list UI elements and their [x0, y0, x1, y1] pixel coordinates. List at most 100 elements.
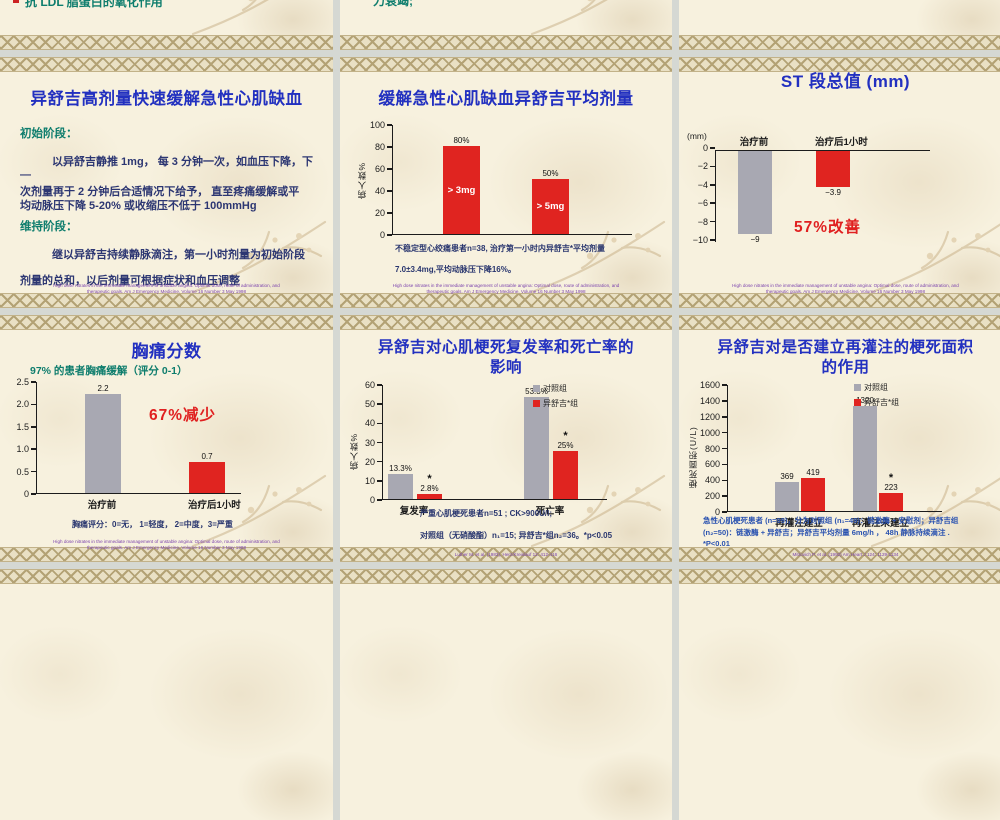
bar-value-label: 50%: [542, 169, 559, 178]
tick-mark: [722, 416, 727, 418]
tick-label: 2.0: [16, 399, 29, 410]
bar: [553, 451, 578, 499]
y-axis: 60 50 40 30 20 10 0: [360, 380, 382, 505]
note-line: 对照组（无硝酸酯）n₁=15; 异舒吉*组n₂=36。*p<0.05: [420, 531, 613, 540]
tick-mark: [387, 212, 392, 214]
slide-border-pattern: [679, 315, 1000, 330]
bar-inner-label: > 3mg: [447, 184, 476, 196]
slide-dosing-protocol[interactable]: 异舒吉高剂量快速缓解急性心肌缺血 初始阶段： 以异舒吉静推 1mg， 每 3 分…: [0, 57, 333, 308]
legend-label: 对照组: [543, 384, 567, 393]
tick-mark: [31, 448, 36, 450]
slide-thumb-partial-2[interactable]: 力衰竭;: [340, 0, 672, 50]
slide-title: 胸痛分数: [131, 342, 202, 361]
tick-mark: [377, 499, 382, 501]
category-label: 再灌注未建立: [852, 518, 910, 529]
slide-infarct-size-chart[interactable]: 异舒吉对是否建立再灌注的梗死面积 的作用 梗死面积(U/L) 1600 1400 12…: [679, 315, 1000, 562]
tick-mark: [710, 184, 715, 186]
tick-mark: [710, 239, 715, 241]
axis-tick: 1000: [700, 428, 727, 438]
slide-title: 异舒吉高剂量快速缓解急性心肌缺血: [30, 90, 303, 108]
slide-border-pattern: [340, 315, 672, 330]
tick-mark: [31, 426, 36, 428]
citation: Luther M. et al. (1983), Herz/Kreislauf …: [454, 551, 558, 557]
tick-label: 40: [374, 186, 385, 196]
tick-label: 1.0: [16, 444, 29, 455]
category-label: 治疗前: [739, 137, 769, 148]
plot-area: 治疗前 治疗后1小时 −9 −3.9 57%改善: [715, 132, 930, 244]
axis-tick: 1600: [700, 380, 727, 390]
axis-tick: 100: [370, 120, 392, 130]
tick-label: 1000: [699, 427, 720, 438]
slide-thumb-partial-6[interactable]: [679, 569, 1000, 820]
slide-thumb-partial-3[interactable]: [679, 0, 1000, 50]
bar-group: 0.7: [189, 382, 225, 493]
partial-text: 力衰竭;: [373, 0, 413, 8]
citation: High dose nitrates in the immediate mana…: [732, 282, 959, 294]
bar-column: 0.7: [189, 382, 225, 493]
body-line: 剂量的总和，以后剂量可根据症状和血压调整: [20, 275, 240, 287]
axis-tick: 20: [375, 208, 392, 218]
bar-chart: 梗死面积(U/L) 1600 1400 1200 1000 800 600 400 200 0 36…: [687, 380, 942, 529]
slide-border-pattern: [0, 315, 333, 330]
axis-tick: −4: [698, 180, 715, 190]
axis-tick: 0: [24, 489, 36, 499]
category-label: 死亡率: [535, 506, 565, 517]
bar-column: 1320: [853, 385, 877, 511]
tick-mark: [31, 403, 36, 406]
slide-st-segment-chart[interactable]: ST 段总值 (mm) (mm) 0 −2 −4 −6 −8 −10 治疗前 治疗后1小时 −9−…: [679, 57, 1000, 308]
tick-mark: [387, 146, 392, 148]
chart: (mm) 0 −2 −4 −6 −8 −10 治疗前 治疗后1小时 −9 −3.9 57%改善: [687, 131, 930, 245]
axis-tick: −6: [698, 198, 715, 208]
chart: 病人数%605040302010013.3%*2.8%53.3%*25%对照组异…: [348, 380, 607, 517]
category-label: 治疗后1小时: [188, 500, 241, 511]
tick-mark: [387, 124, 392, 126]
legend-item: 异舒吉*组: [854, 397, 899, 408]
plot: 2.2 0.7 67%减少: [36, 382, 241, 494]
plot: −9 −3.9 57%改善: [715, 150, 930, 244]
citation: High dose nitrates in the immediate mana…: [392, 282, 620, 294]
tick-label: 80: [374, 142, 385, 152]
slide-reinfarction-mortality-chart[interactable]: 异舒吉对心肌梗死复发率和死亡率的 影响 病人数% 60 50 40 30 20 10 0 13.…: [340, 315, 672, 562]
axis-tick: 1.0: [16, 444, 36, 454]
legend-swatch: [533, 385, 540, 392]
slide-border-pattern: [679, 57, 1000, 72]
bar-column: −9: [738, 151, 772, 244]
category-label: 复发率: [399, 506, 429, 517]
slide-thumb-partial-4[interactable]: [0, 569, 333, 820]
bar: [801, 477, 825, 511]
slide-title: ST 段总值 (mm): [780, 72, 911, 91]
tick-label: 50: [364, 399, 375, 410]
bar-value-label: 369: [780, 471, 794, 481]
tick-label: −10: [692, 235, 708, 245]
tick-label: 1600: [699, 380, 720, 390]
slide-subtitle: 97% 的患者胸痛缓解（评分 0-1）: [30, 365, 188, 377]
body-line: —: [20, 169, 31, 181]
plot-area: 80% > 3mg 50% > 5mg: [392, 125, 632, 235]
category-label: 治疗前: [87, 500, 117, 511]
note-line: 急性心肌梗死患者 (n=99)，分为对照组 (n₁=49)：链激酶 + 安慰剂；…: [703, 516, 959, 525]
legend-swatch: [533, 400, 540, 407]
tick-label: −8: [697, 216, 708, 227]
category-label: 治疗后1小时: [815, 137, 868, 148]
bar-inner-label: > 5mg: [536, 201, 565, 212]
bar-value-label: 25%: [557, 441, 574, 451]
tick-label: 1200: [699, 411, 720, 422]
body-line: 以异舒吉静推 1mg， 每 3 分钟一次，如血压下降，下: [52, 156, 313, 168]
note-line: (n₂=50)：链激酶 + 异舒吉；异舒吉平均剂量 6mg/h ， 48h 静脉…: [703, 527, 950, 537]
tick-mark: [722, 463, 727, 466]
bar-chart: 病人数% 100 80 60 40 20 0 80% > 3mg 50% > 5mg: [356, 120, 632, 240]
bar-column: * 25%: [553, 385, 578, 499]
plum-branch-watermark: [191, 0, 327, 36]
tick-label: 30: [364, 437, 375, 448]
tick-label: 200: [704, 491, 720, 502]
slide-thumb-partial-1[interactable]: 抗 LDL 脂蛋白的氧化作用: [0, 0, 333, 50]
slide-thumb-partial-5[interactable]: [340, 569, 672, 820]
slide-average-dose-chart[interactable]: 缓解急性心肌缺血异舒吉平均剂量 病人数% 100 80 60 40 20 0 80% > 3mg…: [340, 57, 672, 308]
slide-chest-pain-chart[interactable]: 胸痛分数 97% 的患者胸痛缓解（评分 0-1） 2.5 2.0 1.5 1.0 0.5…: [0, 315, 333, 562]
tick-mark: [387, 190, 392, 192]
slide-border-pattern: [340, 35, 672, 50]
bar-value-label: 419: [806, 467, 820, 477]
slide-border-pattern: [340, 293, 672, 308]
axis-tick: 50: [365, 399, 382, 409]
paper-watermark: [679, 569, 1000, 820]
